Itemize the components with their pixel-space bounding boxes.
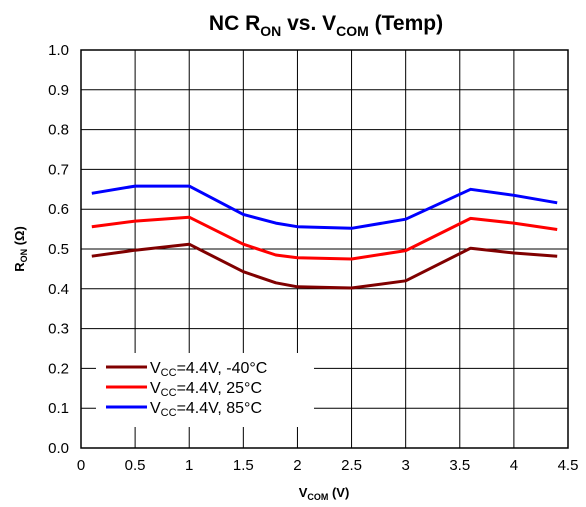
x-tick-label: 2.5: [341, 457, 362, 474]
y-tick-label: 0.3: [48, 321, 69, 338]
x-tick-label: 1.5: [233, 457, 254, 474]
y-tick-label: 0.5: [48, 241, 69, 258]
y-tick-label: 0.1: [48, 400, 69, 417]
x-tick-label: 4.5: [558, 457, 579, 474]
y-tick-label: 0.4: [48, 281, 69, 298]
series-line-2: [91, 184, 558, 230]
x-tick-labels: 0 0.5 1 1.5 2 2.5 3 3.5 4 4.5: [77, 457, 579, 474]
x-axis-title: VCOM (V): [299, 485, 350, 502]
y-tick-label: 0.2: [48, 360, 69, 377]
y-tick-label: 0.0: [48, 440, 69, 457]
x-tick-label: 3: [401, 457, 409, 474]
x-tick-label: 3.5: [449, 457, 470, 474]
series-line-1: [91, 215, 558, 261]
plot-area: [80, 49, 569, 449]
y-tick-label: 0.7: [48, 161, 69, 178]
legend-label-0: VCC=4.4V, -40°C: [150, 360, 267, 379]
x-tick-label: 2: [293, 457, 301, 474]
series-layer: [91, 184, 558, 290]
y-tick-label: 0.9: [48, 82, 69, 99]
chart-title: NC RON vs. VCOM (Temp): [209, 12, 443, 39]
x-tick-label: 0: [77, 457, 85, 474]
legend-label-1: VCC=4.4V, 25°C: [150, 380, 262, 399]
legend-box: [96, 353, 314, 427]
x-tick-label: 4: [510, 457, 518, 474]
series-line-0: [91, 242, 558, 290]
y-axis-title: RON (Ω): [12, 226, 29, 272]
y-tick-label: 0.6: [48, 201, 69, 218]
y-tick-label: 0.8: [48, 122, 69, 139]
legend-label-2: VCC=4.4V, 85°C: [150, 400, 262, 419]
x-tick-label: 1: [185, 457, 193, 474]
y-tick-label: 1.0: [48, 42, 69, 59]
y-tick-labels: 0.0 0.1 0.2 0.3 0.4 0.5 0.6 0.7 0.8 0.9 1.0: [48, 42, 69, 457]
x-tick-label: 0.5: [125, 457, 146, 474]
